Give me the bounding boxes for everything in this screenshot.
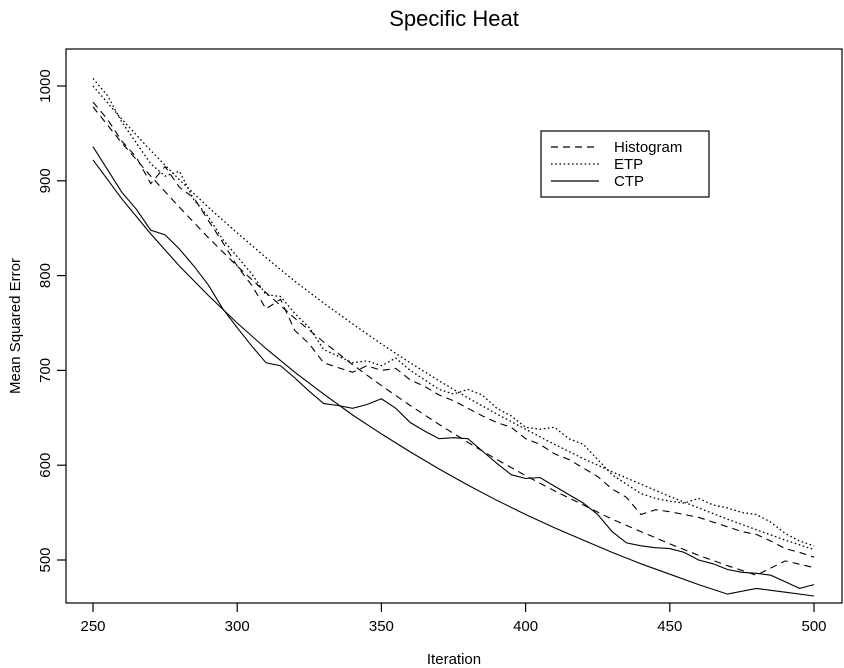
y-axis-label: Mean Squared Error bbox=[7, 258, 24, 394]
y-tick-label: 900 bbox=[37, 168, 54, 193]
x-tick-label: 500 bbox=[801, 618, 826, 635]
x-axis: 250 300 350 400 450 500 bbox=[80, 603, 827, 635]
y-axis: 500 600 700 800 900 1000 bbox=[37, 69, 66, 573]
chart-title: Specific Heat bbox=[389, 6, 519, 31]
y-tick-label: 700 bbox=[37, 358, 54, 383]
y-tick-label: 800 bbox=[37, 263, 54, 288]
y-tick-label: 500 bbox=[37, 547, 54, 572]
series-layer bbox=[92, 77, 815, 597]
legend-label-etp: ETP bbox=[614, 156, 643, 173]
series-line-histogram-fitted bbox=[92, 106, 815, 576]
series-line-ctp-fitted bbox=[92, 159, 815, 597]
x-tick-label: 400 bbox=[513, 618, 538, 635]
y-tick-label: 1000 bbox=[37, 69, 54, 102]
y-tick-label: 600 bbox=[37, 453, 54, 478]
x-tick-label: 250 bbox=[80, 618, 105, 635]
x-tick-label: 300 bbox=[225, 618, 250, 635]
legend-label-histogram: Histogram bbox=[614, 139, 682, 156]
plot-frame bbox=[65, 48, 843, 604]
x-tick-label: 450 bbox=[657, 618, 682, 635]
legend-label-ctp: CTP bbox=[614, 173, 644, 190]
x-tick-label: 350 bbox=[369, 618, 394, 635]
x-axis-label: Iteration bbox=[427, 651, 481, 668]
series-line-ctp-observed bbox=[92, 146, 815, 589]
